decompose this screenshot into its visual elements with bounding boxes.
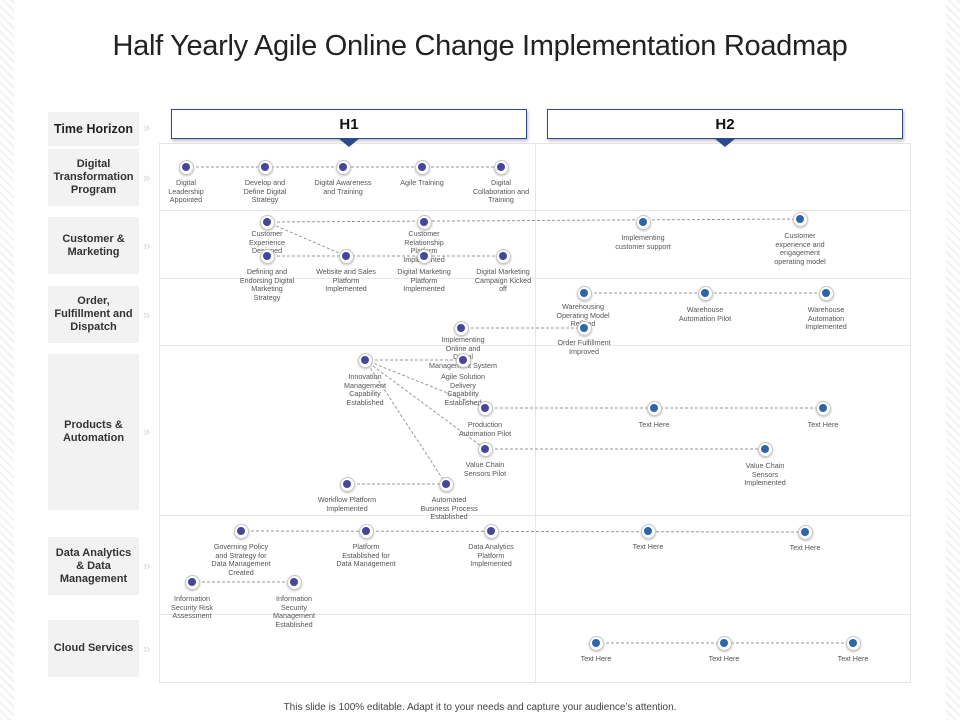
milestone-node[interactable] xyxy=(178,159,194,175)
chevron-right-icon: » xyxy=(143,558,150,573)
milestone-node[interactable] xyxy=(184,574,200,590)
chevron-right-icon: » xyxy=(143,238,150,253)
milestone-label: Governing Policy and Strategy for Data Man… xyxy=(211,542,271,577)
milestone-label: Value Chain Sensors Pilot xyxy=(463,460,507,478)
milestone-label: Digital Marketing Platform Implemented xyxy=(397,267,451,294)
half-header-h1: H1 xyxy=(171,109,527,147)
milestone-label: Text Here xyxy=(638,420,670,429)
right-decor-stripe xyxy=(946,0,960,720)
pointer-triangle xyxy=(714,138,736,147)
milestone-node[interactable] xyxy=(233,523,249,539)
milestone-label: Production Automation Pilot xyxy=(458,420,512,438)
milestone-label: Defining and Endorsing Digital Marketing St… xyxy=(239,267,295,302)
milestone-node[interactable] xyxy=(792,211,808,227)
milestone-node[interactable] xyxy=(477,400,493,416)
milestone-node[interactable] xyxy=(845,635,861,651)
milestone-node[interactable] xyxy=(576,285,592,301)
milestone-node[interactable] xyxy=(357,352,373,368)
milestone-label: Website and Sales Platform Implemented xyxy=(316,267,376,294)
milestone-node[interactable] xyxy=(438,476,454,492)
milestone-node[interactable] xyxy=(286,574,302,590)
milestone-label: Order Fulfillment Improved xyxy=(557,338,611,356)
milestone-label: Workflow Platform Implemented xyxy=(317,495,377,513)
milestone-label: Text Here xyxy=(580,654,612,663)
milestone-label: Digital Leadership Appointed xyxy=(168,178,204,205)
milestone-node[interactable] xyxy=(259,214,275,230)
milestone-node[interactable] xyxy=(815,400,831,416)
milestone-label: Value Chain Sensors Implemented xyxy=(744,461,786,488)
milestone-label: Text Here xyxy=(632,542,664,551)
milestone-node[interactable] xyxy=(493,159,509,175)
milestone-label: Text Here xyxy=(807,420,839,429)
chevron-right-icon: » xyxy=(143,120,150,135)
chevron-right-icon: » xyxy=(143,641,150,656)
milestone-node[interactable] xyxy=(416,248,432,264)
milestone-node[interactable] xyxy=(576,320,592,336)
milestone-label: Text Here xyxy=(789,543,821,552)
milestone-node[interactable] xyxy=(588,635,604,651)
row-label-order-fulfillment: Order, Fulfillment and Dispatch xyxy=(48,286,139,343)
half-header-label: H2 xyxy=(715,115,735,133)
connector-line xyxy=(266,221,347,257)
half-divider xyxy=(535,143,536,683)
milestone-label: Agile Solution Delivery Capability Establis… xyxy=(441,372,485,407)
row-label-products-automation: Products & Automation xyxy=(48,354,139,510)
milestone-node[interactable] xyxy=(335,159,351,175)
milestone-label: Customer experience and engagement operatin… xyxy=(774,231,826,266)
milestone-node[interactable] xyxy=(339,476,355,492)
milestone-node[interactable] xyxy=(483,523,499,539)
milestone-node[interactable] xyxy=(338,248,354,264)
milestone-label: Text Here xyxy=(837,654,869,663)
milestone-label: Information Security Management Established xyxy=(273,594,315,629)
milestone-label: Digital Marketing Campaign Kicked off xyxy=(474,267,532,294)
milestone-label: Agile Training xyxy=(400,178,444,187)
milestone-label: Automated Business Process Established xyxy=(420,495,478,522)
milestone-label: Innovation Management Capability Establishe… xyxy=(344,372,386,407)
milestone-label: Develop and Define Digital Strategy xyxy=(243,178,287,205)
milestone-node[interactable] xyxy=(716,635,732,651)
row-label-cloud-services: Cloud Services xyxy=(48,620,139,677)
row-label-data-analytics: Data Analytics & Data Management xyxy=(48,537,139,595)
connector-line xyxy=(240,530,806,533)
chevron-right-icon: » xyxy=(143,424,150,439)
half-header-h2: H2 xyxy=(547,109,903,147)
milestone-node[interactable] xyxy=(640,523,656,539)
milestone-node[interactable] xyxy=(257,159,273,175)
milestone-node[interactable] xyxy=(358,523,374,539)
row-label-customer-marketing: Customer & Marketing xyxy=(48,217,139,274)
milestone-node[interactable] xyxy=(416,214,432,230)
milestone-node[interactable] xyxy=(818,285,834,301)
milestone-label: Platform Established for Data Management xyxy=(336,542,396,569)
milestone-node[interactable] xyxy=(697,285,713,301)
milestone-label: Implementing customer support xyxy=(615,233,671,251)
pointer-triangle xyxy=(338,138,360,147)
connector-line xyxy=(266,218,801,223)
milestone-label: Digital Collaboration and Training xyxy=(472,178,530,205)
milestone-label: Digital Awareness and Training xyxy=(314,178,372,196)
milestone-label: Data Analytics Platform Implemented xyxy=(468,542,514,569)
milestone-node[interactable] xyxy=(635,214,651,230)
footer-note: This slide is 100% editable. Adapt it to… xyxy=(283,702,677,713)
milestone-label: Text Here xyxy=(708,654,740,663)
milestone-node[interactable] xyxy=(757,441,773,457)
milestone-node[interactable] xyxy=(495,248,511,264)
row-label-time-horizon: Time Horizon xyxy=(48,112,139,146)
milestone-label: Information Security Risk Assessment xyxy=(171,594,213,621)
left-decor-stripe xyxy=(0,0,14,720)
half-header-label: H1 xyxy=(339,115,359,133)
connector-line xyxy=(364,359,486,409)
milestone-node[interactable] xyxy=(453,320,469,336)
milestone-node[interactable] xyxy=(455,352,471,368)
milestone-node[interactable] xyxy=(259,248,275,264)
chevron-right-icon: » xyxy=(143,170,150,185)
milestone-node[interactable] xyxy=(414,159,430,175)
milestone-node[interactable] xyxy=(646,400,662,416)
milestone-node[interactable] xyxy=(797,524,813,540)
milestone-label: Warehouse Automation Pilot xyxy=(678,305,732,323)
milestone-node[interactable] xyxy=(477,441,493,457)
milestone-label: Warehouse Automation Implemented xyxy=(805,305,847,332)
row-label-digital-transformation: Digital Transformation Program xyxy=(48,149,139,206)
page-title: Half Yearly Agile Online Change Implemen… xyxy=(112,30,848,62)
chevron-right-icon: » xyxy=(143,307,150,322)
